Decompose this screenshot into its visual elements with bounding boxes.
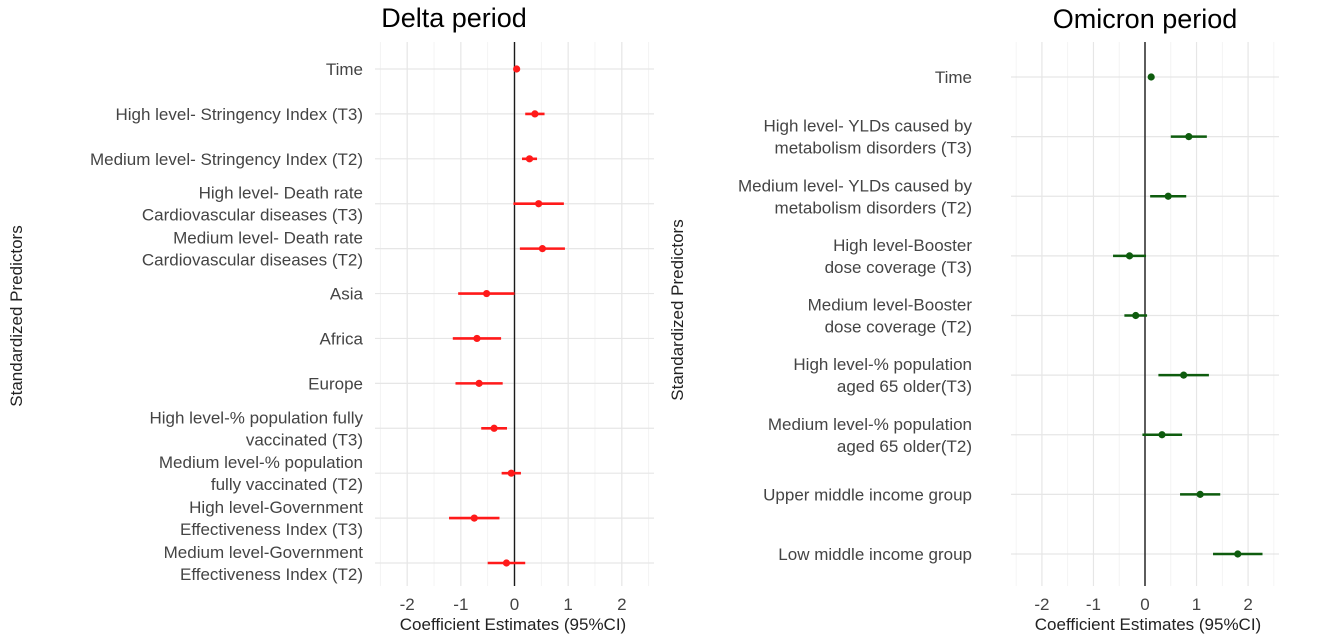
point-estimate	[1164, 192, 1172, 200]
category-label: Medium level-Government	[164, 543, 364, 562]
category-label: Effectiveness Index (T3)	[180, 520, 363, 539]
point-estimate	[1185, 133, 1193, 141]
category-label: Cardiovascular diseases (T2)	[142, 251, 363, 270]
y-axis-label: Standardized Predictors	[7, 225, 26, 406]
category-label: Effectiveness Index (T2)	[180, 565, 363, 584]
category-label: fully vaccinated (T2)	[211, 475, 363, 494]
category-label: Low middle income group	[778, 545, 972, 564]
point-estimate	[483, 289, 491, 298]
x-tick-labels: -2 -1 0 1 2	[400, 595, 627, 614]
x-tick-label: -1	[1086, 595, 1101, 614]
grid	[375, 42, 654, 586]
category-label: Medium level-% population	[768, 415, 972, 434]
category-label: Cardiovascular diseases (T3)	[142, 206, 363, 225]
category-label: aged 65 older(T3)	[837, 377, 972, 396]
x-tick-label: -2	[1034, 595, 1049, 614]
data-marks	[449, 65, 565, 567]
category-label: Africa	[320, 329, 364, 348]
x-tick-label: -1	[453, 595, 468, 614]
point-estimate	[513, 65, 521, 73]
category-label: Upper middle income group	[763, 485, 972, 504]
x-tick-labels: -2 -1 0 1 2	[1034, 595, 1252, 614]
category-label: Europe	[308, 374, 363, 393]
category-label: metabolism disorders (T3)	[775, 139, 972, 158]
point-estimate	[502, 559, 511, 567]
x-tick-label: 0	[510, 595, 519, 614]
x-tick-label: -2	[400, 595, 415, 614]
category-labels: Time High level- Stringency Index (T3) Med…	[90, 60, 364, 584]
delta-forest-plot-panel: Delta period Standardized Predictors Coe…	[0, 0, 662, 638]
point-estimate	[490, 424, 498, 432]
point-estimate	[1125, 252, 1134, 260]
x-tick-label: 1	[563, 595, 572, 614]
category-label: metabolism disorders (T2)	[775, 198, 972, 217]
x-tick-label: 2	[1243, 595, 1252, 614]
category-label: dose coverage (T3)	[825, 258, 972, 277]
category-label: High level-Government	[189, 498, 363, 517]
category-label: Medium level- Stringency Index (T2)	[90, 150, 363, 169]
point-estimate	[1147, 73, 1155, 81]
category-label: Medium level-% population	[159, 453, 363, 472]
category-label: Medium level-Booster	[808, 296, 973, 315]
point-estimate	[507, 469, 515, 477]
point-estimate	[1180, 371, 1188, 379]
x-axis-label: Coefficient Estimates (95%CI)	[400, 615, 626, 634]
category-label: Time	[326, 60, 363, 79]
category-label: Medium level- YLDs caused by	[738, 176, 973, 195]
category-label: High level-% population fully	[149, 408, 363, 427]
category-label: High level-% population	[793, 355, 972, 374]
category-label: vaccinated (T3)	[246, 430, 363, 449]
category-label: Medium level- Death rate	[173, 229, 363, 248]
point-estimate	[1132, 311, 1140, 320]
category-label: dose coverage (T2)	[825, 318, 972, 337]
point-estimate	[1158, 431, 1166, 439]
point-estimate	[525, 155, 534, 163]
point-estimate	[470, 514, 478, 522]
category-label: High level- Stringency Index (T3)	[115, 105, 363, 124]
point-estimate	[473, 334, 481, 343]
chart-title: Delta period	[381, 3, 527, 33]
delta-forest-plot: Delta period Standardized Predictors Coe…	[7, 3, 654, 634]
category-label: Asia	[330, 285, 364, 304]
point-estimate	[1196, 490, 1204, 498]
point-estimate	[535, 200, 543, 208]
omicron-forest-plot-panel: Omicron period Standardized Predictors C…	[662, 0, 1325, 638]
data-marks	[1113, 73, 1263, 558]
x-tick-label: 1	[1192, 595, 1201, 614]
category-label: High level- YLDs caused by	[763, 117, 972, 136]
x-axis-label: Coefficient Estimates (95%CI)	[1035, 615, 1261, 634]
omicron-forest-plot: Omicron period Standardized Predictors C…	[668, 4, 1279, 634]
chart-title: Omicron period	[1053, 4, 1238, 34]
y-axis-label: Standardized Predictors	[668, 219, 687, 400]
category-label: Time	[935, 68, 972, 87]
point-estimate	[538, 245, 547, 253]
point-estimate	[475, 379, 483, 387]
category-label: High level- Death rate	[199, 184, 363, 203]
category-labels: Time High level- YLDs caused by metabolism…	[738, 68, 973, 564]
point-estimate	[1234, 550, 1242, 558]
grid	[1011, 42, 1279, 586]
x-tick-label: 2	[617, 595, 626, 614]
category-label: High level-Booster	[833, 236, 972, 255]
category-label: aged 65 older(T2)	[837, 437, 972, 456]
point-estimate	[531, 110, 539, 118]
x-tick-label: 0	[1140, 595, 1149, 614]
